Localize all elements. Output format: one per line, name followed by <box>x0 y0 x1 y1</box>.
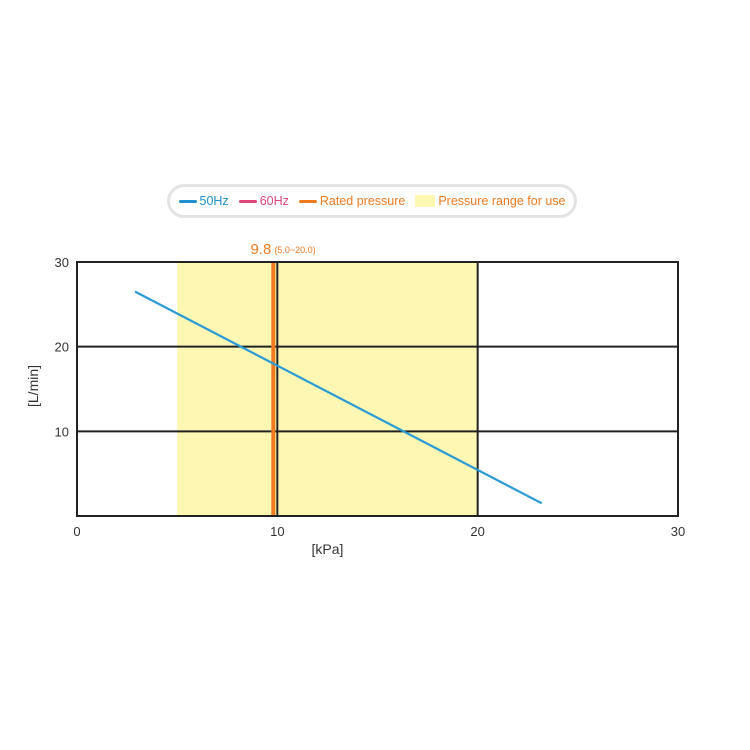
plot-frame <box>76 261 679 517</box>
y-tick-label: 20 <box>55 340 69 355</box>
y-tick-label: 10 <box>55 424 69 439</box>
legend-item-50hz: 50Hz <box>178 194 229 208</box>
legend-label-60hz: 60Hz <box>259 194 289 208</box>
rated-pressure-range-label: (5.0~20.0) <box>274 245 315 255</box>
rated-pressure-label: 9.8 <box>250 241 271 258</box>
x-tick-label: 10 <box>270 524 284 539</box>
legend-swatch-60hz <box>238 199 257 203</box>
legend-item-rated-pressure: Rated pressure <box>298 194 406 208</box>
pressure-range-band <box>177 262 478 516</box>
legend-label-50hz: 50Hz <box>199 194 229 208</box>
y-tick-label: 30 <box>55 255 69 270</box>
x-tick-label: 20 <box>470 524 484 539</box>
series-line-50hz <box>134 290 543 505</box>
legend-label-rated-pressure: Rated pressure <box>319 194 406 208</box>
legend-label-pressure-range: Pressure range for use <box>438 194 566 208</box>
y-axis-title: [L/min] <box>25 365 41 407</box>
legend: 50Hz 60Hz Rated pressure Pressure range … <box>167 184 577 218</box>
legend-item-60hz: 60Hz <box>238 194 289 208</box>
legend-swatch-50hz <box>178 199 197 203</box>
legend-swatch-rated-pressure <box>298 199 317 203</box>
x-tick-label: 0 <box>73 524 80 539</box>
legend-swatch-pressure-range <box>415 195 436 207</box>
legend-item-pressure-range: Pressure range for use <box>415 194 566 208</box>
x-axis-title: [kPa] <box>312 541 344 557</box>
x-tick-label: 30 <box>671 524 685 539</box>
